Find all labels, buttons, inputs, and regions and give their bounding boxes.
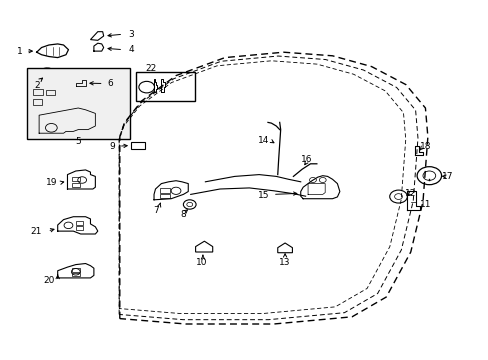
Text: 12: 12 [404,189,416,198]
Bar [72,177,80,181]
Text: 14: 14 [258,136,269,145]
Bar [33,99,42,105]
Bar [27,68,129,139]
Text: 17: 17 [441,172,452,181]
Text: 2: 2 [34,81,40,90]
Bar [72,273,80,276]
Text: 9: 9 [109,142,115,151]
Bar [72,183,80,187]
Bar [76,226,83,230]
Text: 8: 8 [180,210,186,219]
Text: 19: 19 [45,179,57,188]
Bar [72,268,80,272]
Text: 20: 20 [43,276,55,284]
Bar [76,221,83,225]
Text: 21: 21 [30,228,41,237]
Text: 13: 13 [279,258,290,266]
Bar [33,89,43,95]
Text: 22: 22 [144,64,156,73]
Text: 18: 18 [419,143,430,152]
Bar [160,194,170,198]
Text: 11: 11 [419,200,430,209]
Text: 5: 5 [75,137,81,146]
Text: 10: 10 [195,258,207,267]
Bar [131,142,144,149]
Bar [160,188,170,193]
Text: 16: 16 [301,155,312,163]
Bar [136,72,194,101]
Text: 6: 6 [107,79,113,88]
Text: 7: 7 [153,206,159,215]
Bar [46,90,55,95]
Text: 15: 15 [258,191,269,199]
Text: 3: 3 [128,30,134,39]
Text: 1: 1 [17,47,22,56]
Text: 4: 4 [128,45,134,54]
